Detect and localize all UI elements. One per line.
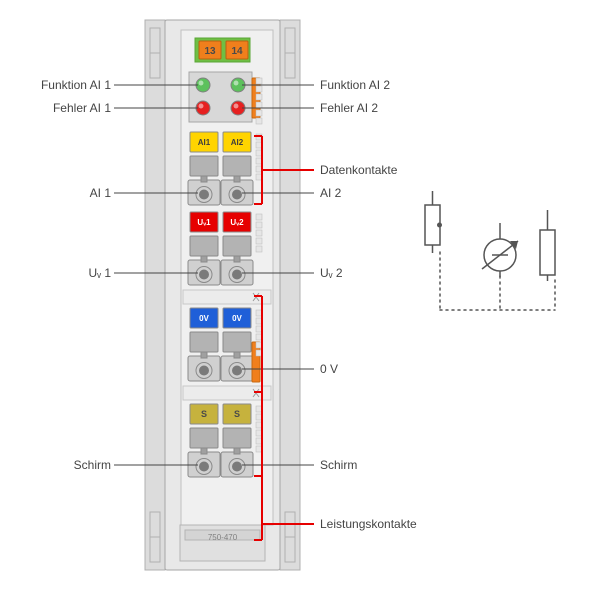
module-diagram: 750-470 13 14 AI1 AI2 Uᵥ1 Uᵥ2 0V 0V S S Funktion AI…	[0, 0, 600, 600]
svg-text:0V: 0V	[232, 314, 242, 323]
svg-text:S: S	[201, 409, 207, 419]
svg-text:13: 13	[204, 46, 216, 57]
svg-text:750-470: 750-470	[208, 533, 238, 542]
svg-text:S: S	[234, 409, 240, 419]
svg-text:Uᵥ 1: Uᵥ 1	[88, 266, 111, 280]
svg-text:Funktion AI 2: Funktion AI 2	[320, 78, 390, 92]
svg-text:0V: 0V	[199, 314, 209, 323]
svg-text:Datenkontakte: Datenkontakte	[320, 163, 398, 177]
svg-text:AI 1: AI 1	[90, 186, 112, 200]
svg-text:Fehler AI 1: Fehler AI 1	[53, 101, 111, 115]
svg-text:14: 14	[231, 46, 243, 57]
schematic	[425, 191, 555, 310]
svg-text:AI1: AI1	[198, 138, 211, 147]
svg-text:AI2: AI2	[231, 138, 244, 147]
svg-text:Uᵥ2: Uᵥ2	[230, 218, 244, 227]
svg-text:Leistungskontakte: Leistungskontakte	[320, 517, 417, 531]
svg-text:Funktion AI 1: Funktion AI 1	[41, 78, 111, 92]
svg-text:Schirm: Schirm	[320, 458, 357, 472]
svg-text:Uᵥ 2: Uᵥ 2	[320, 266, 343, 280]
svg-text:Fehler AI 2: Fehler AI 2	[320, 101, 378, 115]
svg-text:Uᵥ1: Uᵥ1	[197, 218, 211, 227]
svg-text:Schirm: Schirm	[74, 458, 111, 472]
svg-text:AI 2: AI 2	[320, 186, 342, 200]
svg-text:0 V: 0 V	[320, 362, 338, 376]
